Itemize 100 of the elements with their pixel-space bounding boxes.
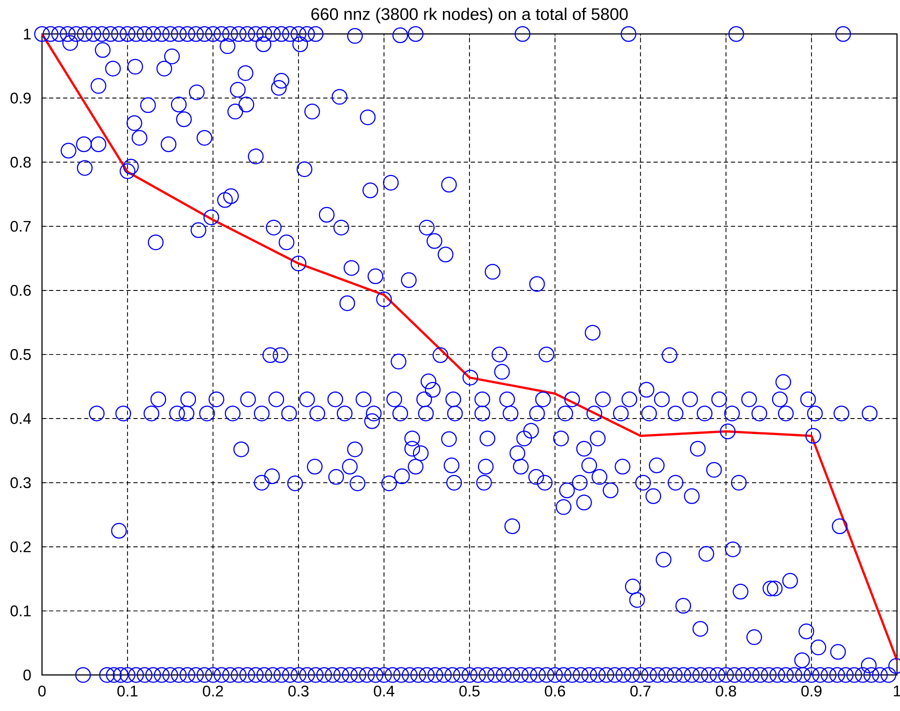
point <box>282 26 298 42</box>
point <box>366 406 382 422</box>
point <box>162 26 178 42</box>
point <box>420 374 436 390</box>
point <box>287 475 303 492</box>
point <box>254 474 270 491</box>
point <box>112 667 129 683</box>
y-tick-label: 0.1 <box>10 605 31 616</box>
point <box>336 406 353 422</box>
point <box>408 458 424 475</box>
x-tick-label: 0 <box>38 686 46 697</box>
point <box>180 391 196 408</box>
x-tick-label: 0.5 <box>459 686 480 697</box>
point <box>188 26 204 42</box>
point <box>85 26 102 42</box>
line-series <box>40 32 898 662</box>
x-tick-label: 0.1 <box>117 686 138 697</box>
point <box>224 406 241 422</box>
point <box>51 26 67 42</box>
point <box>199 406 215 422</box>
point <box>136 26 152 42</box>
point <box>88 406 105 422</box>
point <box>390 354 406 370</box>
point <box>76 26 93 42</box>
point <box>447 406 463 422</box>
point <box>386 391 402 408</box>
point <box>214 26 230 42</box>
x-tick-label: 0.7 <box>630 686 650 697</box>
chart-title: 660 nnz (3800 rk nodes) on a total of 5800 <box>311 8 628 24</box>
point <box>240 391 256 408</box>
point <box>264 468 280 484</box>
y-tick-label: 0.3 <box>10 477 31 488</box>
point <box>94 26 110 42</box>
point <box>230 26 247 42</box>
point <box>327 391 344 408</box>
y-tick-label: 0.5 <box>10 349 31 360</box>
point <box>170 26 187 42</box>
x-tick-label: 0.4 <box>374 686 394 697</box>
point <box>299 391 315 408</box>
point <box>106 667 122 683</box>
point <box>169 406 185 422</box>
point <box>281 406 297 422</box>
point <box>308 26 324 42</box>
point <box>432 347 448 364</box>
y-tick-label: 0.7 <box>10 220 31 232</box>
y-tick-label: 0.6 <box>10 284 31 296</box>
point <box>68 26 84 42</box>
point <box>347 441 363 458</box>
point <box>446 474 462 491</box>
point <box>424 382 441 398</box>
x-tick-label: 0.2 <box>202 686 223 697</box>
point <box>416 391 432 408</box>
point <box>254 406 270 422</box>
y-tick-label: 0.8 <box>10 156 31 168</box>
point <box>111 26 127 42</box>
point <box>178 406 194 422</box>
point <box>418 406 434 422</box>
point <box>128 26 144 42</box>
point <box>154 26 170 42</box>
point <box>144 406 160 422</box>
point <box>274 26 290 42</box>
point <box>262 347 278 364</box>
point <box>299 26 315 42</box>
point <box>264 26 281 42</box>
point <box>115 406 132 422</box>
point <box>179 26 196 42</box>
y-tick-label: 0.2 <box>10 541 31 552</box>
point <box>306 458 323 475</box>
point <box>394 468 410 484</box>
point <box>356 391 372 408</box>
point <box>412 445 429 462</box>
y-tick-label: 0.9 <box>10 92 31 104</box>
point <box>444 458 460 474</box>
point <box>145 26 162 42</box>
point <box>342 458 358 475</box>
point <box>196 26 212 42</box>
point <box>445 391 462 408</box>
point <box>99 667 115 683</box>
x-tick-label: 0.9 <box>801 686 822 697</box>
point <box>239 26 256 42</box>
x-tick-label: 0.8 <box>716 686 736 697</box>
point <box>272 347 288 364</box>
point <box>381 475 398 492</box>
point <box>111 522 127 539</box>
point <box>205 26 221 42</box>
point <box>42 26 58 42</box>
point <box>404 440 420 457</box>
y-tick-label: 1 <box>24 28 31 40</box>
point <box>350 475 366 492</box>
x-tick-label: 0.3 <box>288 686 309 697</box>
y-tick-label: 0.4 <box>10 413 31 424</box>
point <box>75 667 91 683</box>
point <box>268 391 284 408</box>
point <box>222 26 238 42</box>
point <box>248 26 264 42</box>
x-tick-label: 0.6 <box>544 686 566 697</box>
point <box>309 406 326 422</box>
point <box>34 26 50 42</box>
point <box>441 431 457 447</box>
point <box>208 391 224 408</box>
